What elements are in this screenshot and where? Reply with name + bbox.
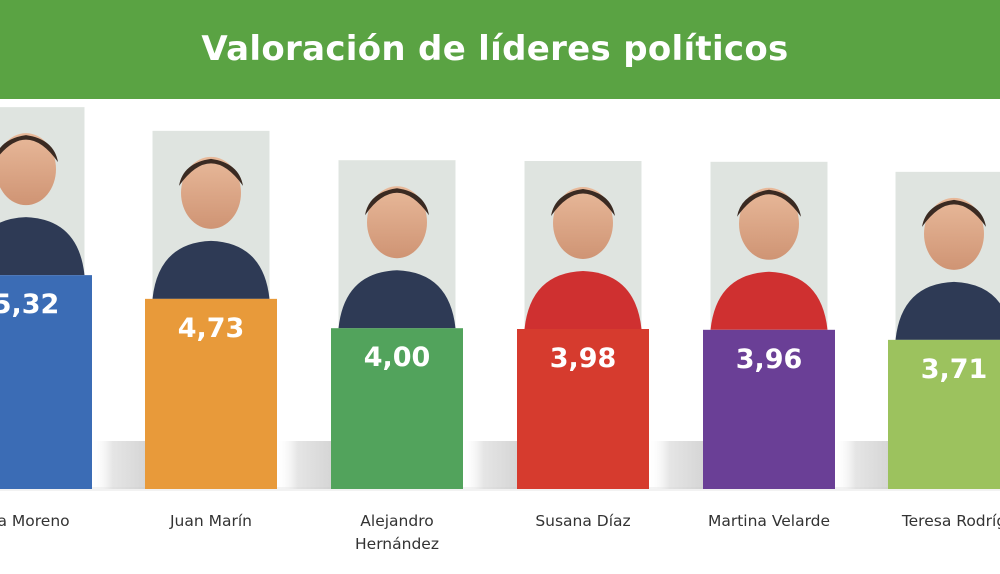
- candidate-photo: [0, 107, 85, 276]
- candidate-photo: [895, 171, 1000, 340]
- bar-value-label: 3,96: [736, 344, 803, 375]
- shoulders-shape: [524, 271, 642, 330]
- category-label: ma Moreno: [0, 512, 70, 530]
- bar-shadow: [649, 441, 707, 489]
- bar: [331, 328, 463, 489]
- hair-shape: [365, 188, 429, 216]
- shoulders-shape: [710, 271, 828, 330]
- bar: [517, 329, 649, 489]
- candidate-photo: [710, 161, 828, 330]
- shoulders-shape: [0, 217, 85, 276]
- bar-shadow: [277, 441, 335, 489]
- shoulders-shape: [338, 270, 456, 329]
- bar-value-label: 3,71: [921, 354, 988, 385]
- face-shape: [367, 186, 427, 259]
- candidate-photo: [152, 130, 270, 299]
- category-label: Alejandro: [360, 512, 433, 530]
- category-label: Susana Díaz: [535, 512, 630, 530]
- title-banner: Valoración de líderes políticos: [0, 0, 1000, 99]
- bar-shadow: [92, 441, 150, 489]
- bar: [0, 275, 92, 489]
- face-shape: [181, 156, 241, 229]
- bar-chart: 5,32 4,73 4,00 3,98 3,96 3,71 ma Moreno Juan M…: [0, 107, 1000, 553]
- face-shape: [0, 133, 56, 206]
- bar-value-label: 5,32: [0, 289, 59, 320]
- hair-shape: [551, 189, 615, 217]
- candidate-photo: [524, 161, 642, 330]
- category-label: Teresa Rodríg: [901, 512, 1000, 530]
- face-shape: [924, 197, 984, 270]
- candidate-photo: [338, 160, 456, 329]
- bar-value-label: 3,98: [550, 343, 617, 374]
- bar-shadow: [835, 441, 893, 489]
- hair-shape: [922, 199, 986, 227]
- category-label: Martina Velarde: [708, 512, 830, 530]
- bar-value-label: 4,00: [364, 342, 431, 373]
- bar: [145, 298, 277, 489]
- shoulders-shape: [152, 240, 270, 299]
- bar: [703, 329, 835, 489]
- bar: [888, 339, 1000, 489]
- category-label: Hernández: [355, 535, 439, 553]
- hair-shape: [0, 135, 58, 163]
- shoulders-shape: [895, 281, 1000, 340]
- bar-shadow: [463, 441, 521, 489]
- face-shape: [739, 187, 799, 260]
- face-shape: [553, 187, 613, 260]
- category-label: Juan Marín: [169, 512, 252, 530]
- bar-value-label: 4,73: [178, 313, 245, 344]
- chart-title: Valoración de líderes políticos: [201, 29, 789, 69]
- hair-shape: [737, 189, 801, 217]
- hair-shape: [179, 158, 243, 186]
